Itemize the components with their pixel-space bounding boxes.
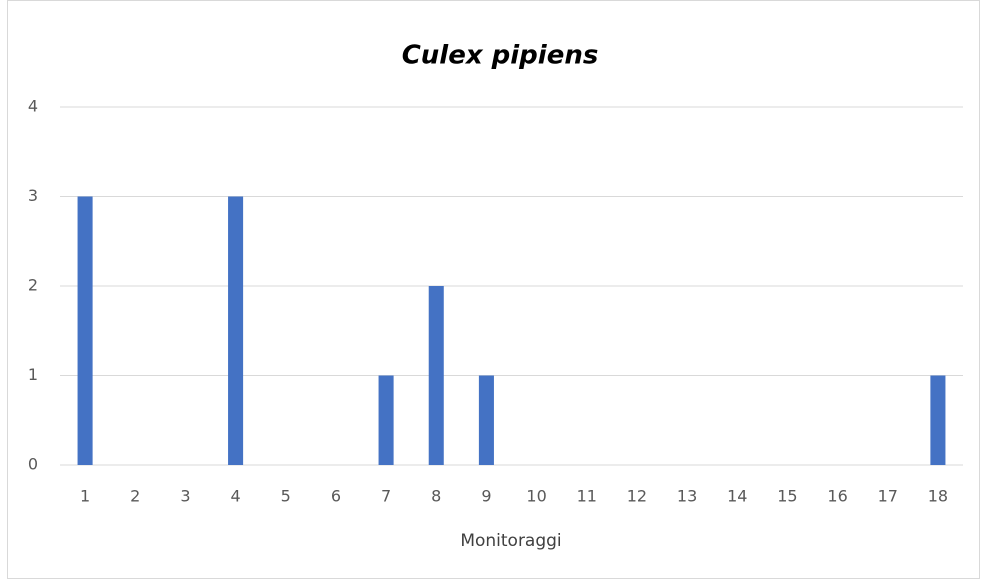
x-tick-label: 11 (577, 487, 597, 506)
x-tick-label: 15 (777, 487, 797, 506)
x-axis-label: Monitoraggi (460, 531, 561, 551)
chart-frame (7, 0, 980, 579)
bar (930, 375, 946, 465)
x-tick-label: 12 (627, 487, 647, 506)
x-tick-label: 8 (431, 487, 441, 506)
x-tick-label: 13 (677, 487, 697, 506)
x-tick-label: 17 (878, 487, 898, 506)
y-tick-label: 1 (28, 365, 38, 384)
x-tick-label: 2 (130, 487, 140, 506)
y-tick-label: 0 (28, 455, 38, 474)
x-tick-label: 16 (827, 487, 847, 506)
x-tick-label: 7 (381, 487, 391, 506)
x-tick-label: 14 (727, 487, 747, 506)
x-tick-label: 6 (331, 487, 341, 506)
x-tick-label: 18 (928, 487, 948, 506)
chart-title: Culex pipiens (402, 41, 599, 71)
y-tick-label: 3 (28, 186, 38, 205)
y-tick-label: 2 (28, 276, 38, 295)
bar (428, 286, 444, 465)
bar (478, 375, 494, 465)
bar (77, 196, 93, 465)
bar (228, 196, 244, 465)
x-tick-label: 9 (481, 487, 491, 506)
x-tick-label: 5 (281, 487, 291, 506)
y-tick-label: 4 (28, 97, 38, 116)
x-tick-label: 10 (526, 487, 546, 506)
bar (378, 375, 394, 465)
x-tick-label: 4 (230, 487, 240, 506)
x-tick-label: 3 (180, 487, 190, 506)
x-tick-label: 1 (80, 487, 90, 506)
